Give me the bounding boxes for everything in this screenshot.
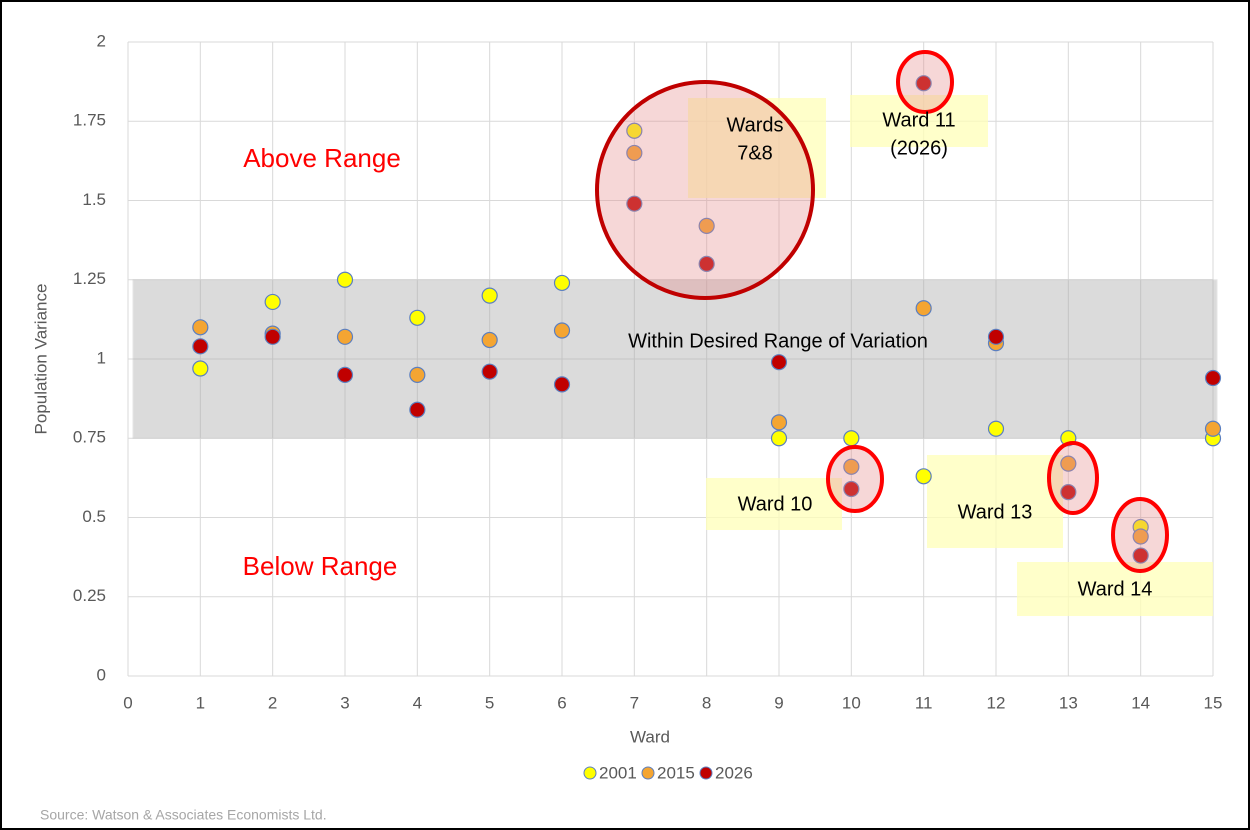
y-tick-label: 0 [97, 665, 106, 684]
point [553, 274, 571, 292]
point [192, 338, 209, 355]
annotation: Ward 14 [1078, 578, 1153, 600]
y-tick-label: 1.75 [73, 111, 106, 130]
point [336, 328, 354, 345]
annotation: Wards [726, 114, 783, 136]
point [264, 293, 281, 311]
y-tick-label: 1 [97, 348, 106, 367]
annotation: Within Desired Range of Variation [628, 330, 928, 352]
point [192, 360, 209, 377]
point [409, 366, 426, 383]
point [1204, 369, 1222, 387]
point [626, 195, 643, 212]
point [1132, 547, 1149, 564]
x-tick-label: 2 [268, 693, 277, 712]
x-tick-label: 13 [1059, 693, 1078, 712]
annotation: Ward 11 [882, 109, 955, 131]
legend-label: 2015 [657, 763, 695, 782]
x-tick-label: 8 [702, 693, 711, 712]
highlight [595, 80, 815, 300]
x-tick-label: 5 [485, 693, 494, 712]
point [770, 354, 788, 371]
point [915, 75, 932, 92]
point [987, 328, 1005, 345]
point [698, 217, 715, 234]
x-tick-label: 11 [915, 693, 933, 712]
highlight [826, 445, 884, 513]
x-tick-label: 9 [774, 693, 783, 712]
x-axis-title: Ward [630, 727, 670, 746]
point [1060, 455, 1077, 472]
x-tick-label: 4 [413, 693, 422, 712]
point [1132, 528, 1149, 545]
highlight [1047, 441, 1099, 515]
highlight [896, 50, 954, 114]
x-tick-label: 15 [1204, 693, 1223, 712]
annotation: Above Range [243, 143, 401, 173]
point [843, 458, 860, 475]
point [409, 309, 426, 326]
x-tick-label: 14 [1131, 693, 1150, 712]
y-tick-label: 1.25 [73, 269, 106, 288]
point [481, 331, 498, 349]
y-tick-label: 0.25 [73, 586, 106, 605]
x-tick-label: 1 [196, 693, 205, 712]
note-box [1017, 562, 1213, 616]
point [481, 363, 498, 380]
annotation: 7&8 [737, 142, 773, 164]
point [409, 401, 426, 418]
range-band [132, 279, 1218, 439]
x-tick-label: 10 [842, 693, 861, 712]
point [553, 376, 571, 393]
x-tick-label: 0 [123, 693, 132, 712]
note-box [850, 95, 988, 147]
point [915, 300, 932, 317]
annotation: Ward 13 [958, 501, 1033, 523]
annotation: Ward 10 [738, 493, 813, 515]
x-tick-label: 3 [340, 693, 349, 712]
y-axis-title: Population Variance [31, 284, 50, 435]
note-box [927, 455, 1063, 548]
x-tick-label: 12 [987, 693, 1006, 712]
legend-label: 2026 [715, 763, 753, 782]
x-tick-label: 6 [557, 693, 566, 712]
legend-marker [583, 766, 597, 780]
annotation: (2026) [890, 137, 948, 159]
y-tick-label: 2 [97, 31, 106, 50]
point [915, 468, 932, 485]
y-tick-label: 0.75 [73, 428, 106, 447]
point [698, 255, 715, 272]
x-tick-label: 7 [630, 693, 639, 712]
source: Source: Watson & Associates Economists L… [40, 807, 327, 823]
point [770, 414, 788, 431]
point [626, 144, 643, 162]
highlight [1111, 497, 1169, 573]
note-box [706, 478, 842, 530]
point [264, 328, 281, 345]
point [770, 430, 788, 447]
annotation: Below Range [243, 551, 398, 581]
point [626, 122, 643, 139]
point [336, 366, 354, 383]
legend-label: 2001 [599, 763, 637, 782]
point [1060, 484, 1077, 501]
point [843, 430, 860, 447]
point [481, 287, 498, 304]
y-tick-label: 0.5 [82, 507, 106, 526]
point [553, 322, 571, 339]
point [1204, 420, 1222, 437]
legend-marker [699, 766, 713, 780]
point [843, 480, 860, 498]
point [192, 319, 209, 336]
y-tick-label: 1.5 [82, 190, 106, 209]
point [987, 420, 1005, 437]
point [336, 271, 354, 288]
legend-marker [641, 766, 655, 780]
